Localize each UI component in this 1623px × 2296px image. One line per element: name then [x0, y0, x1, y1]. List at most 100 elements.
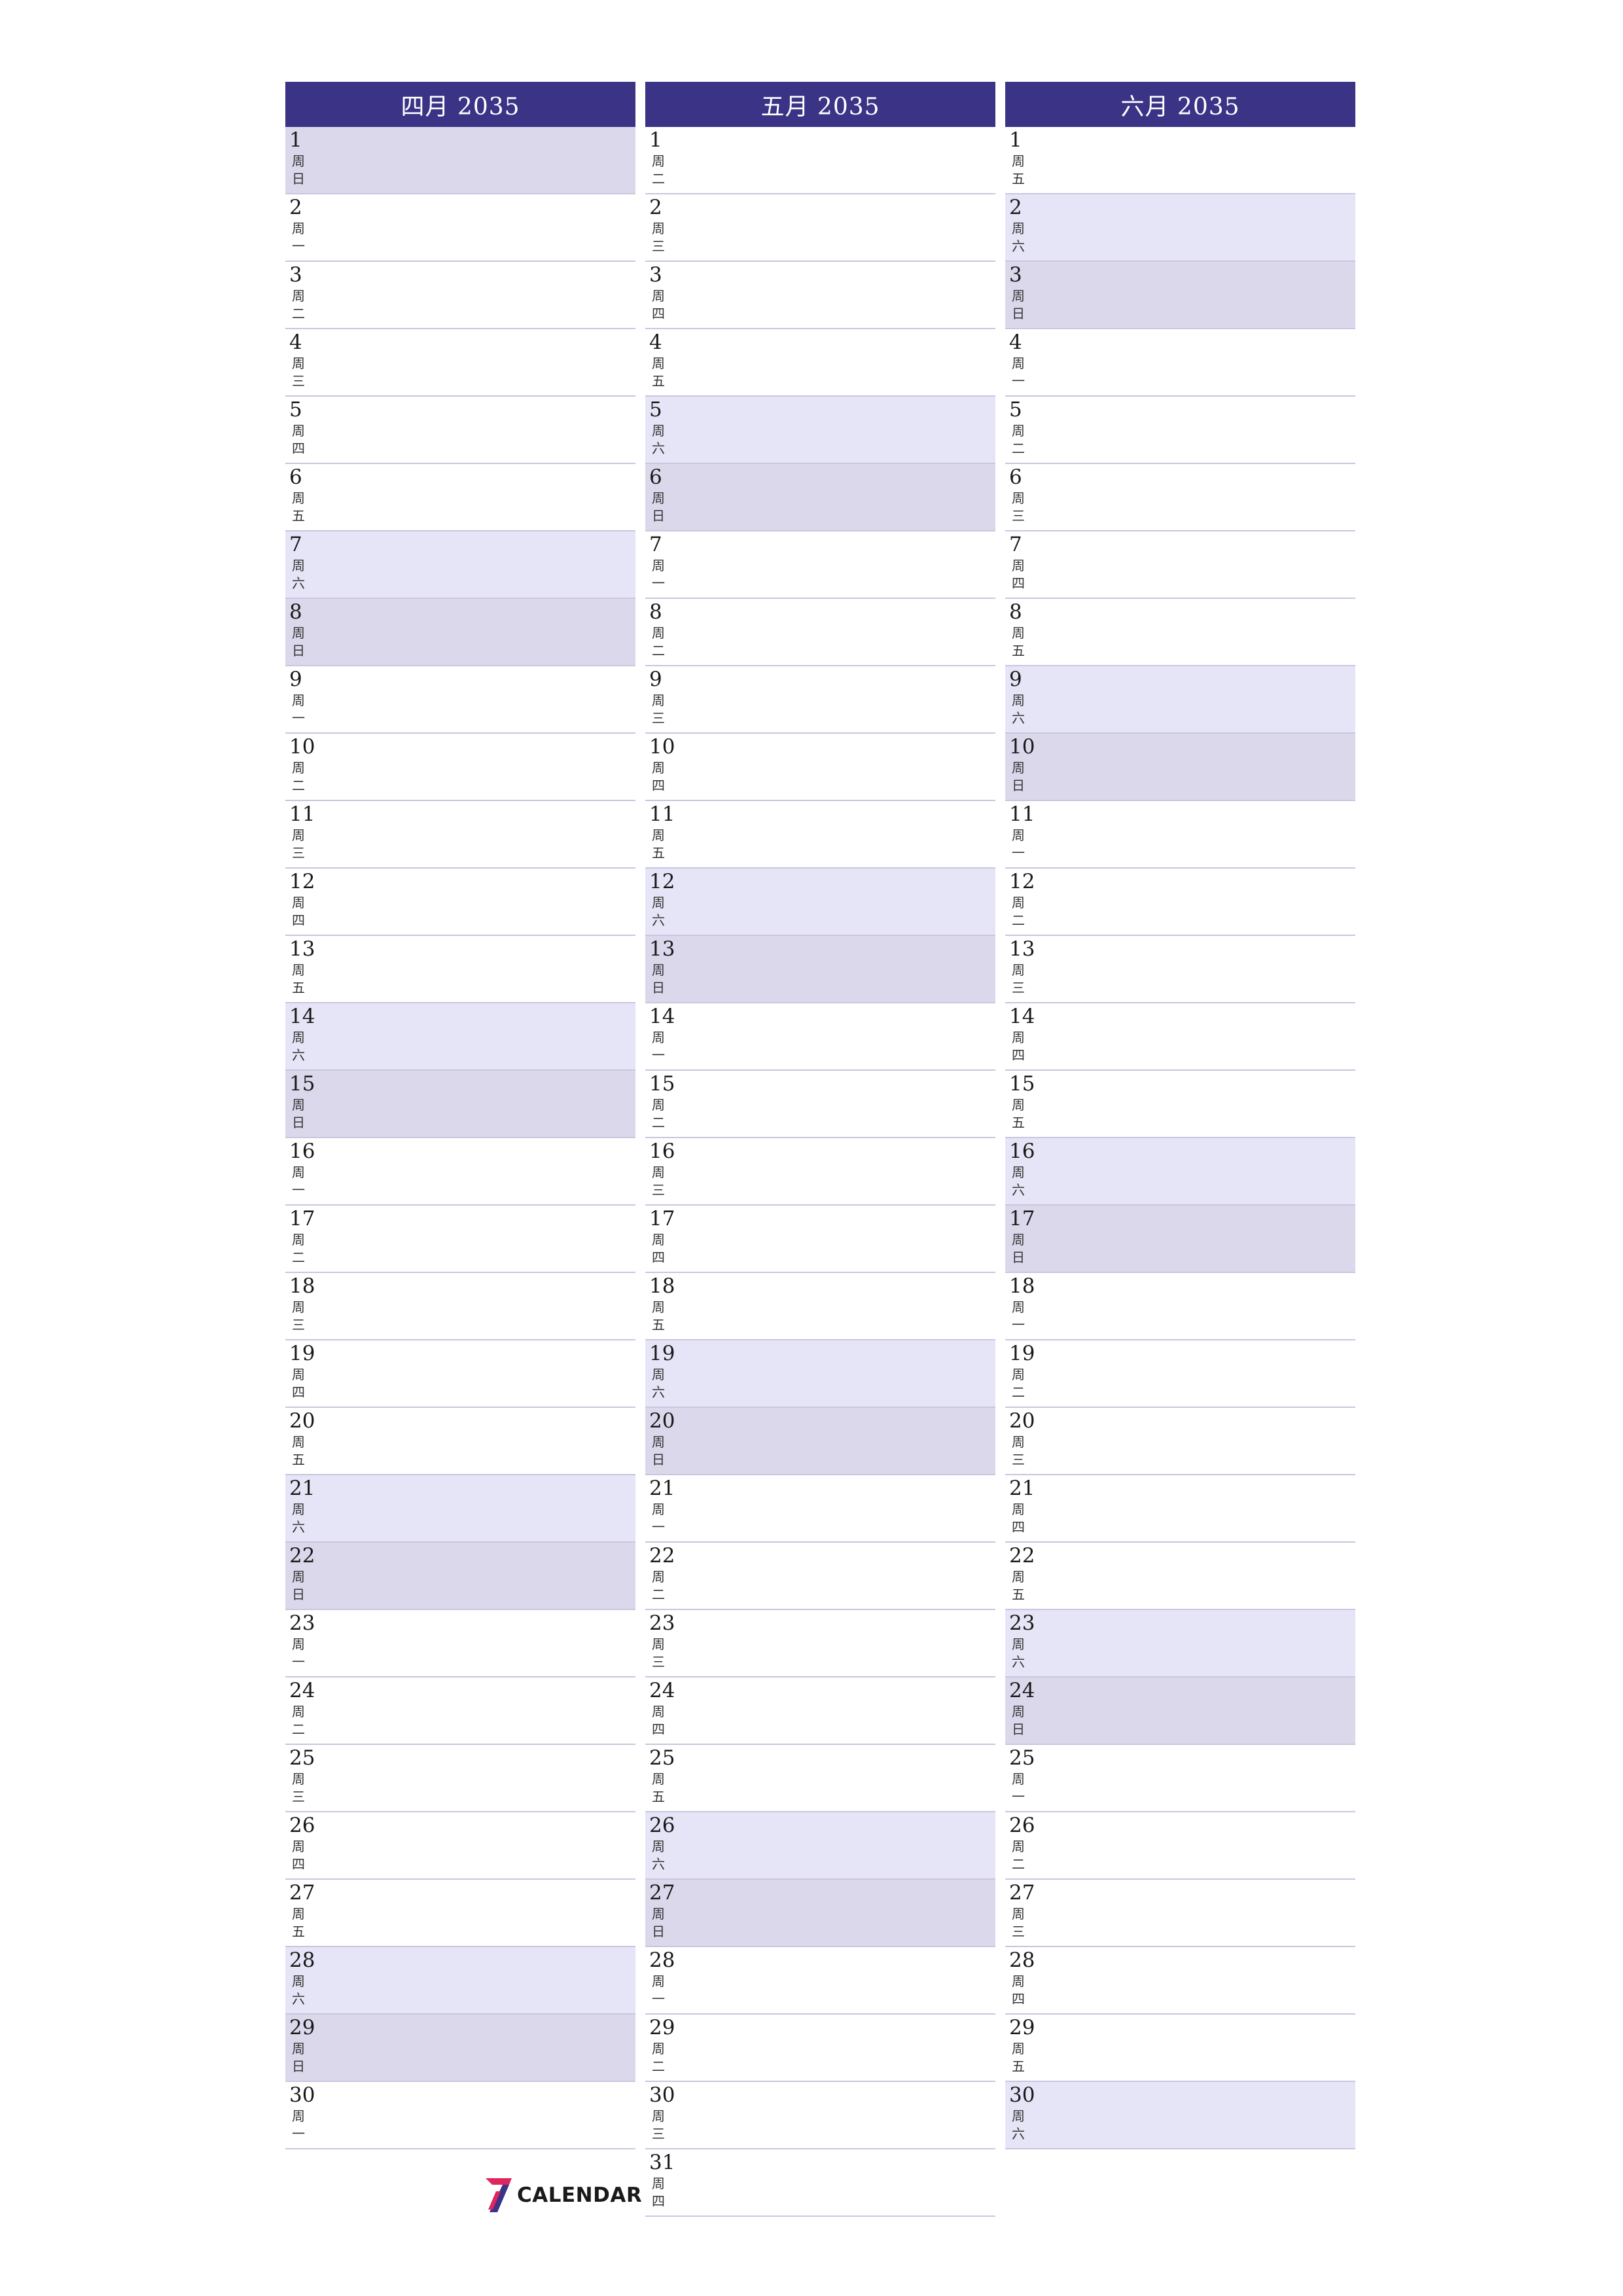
weekday-char: 日	[1012, 1721, 1025, 1737]
weekday-label: 周二	[1012, 1366, 1026, 1401]
month-header: 六月 2035	[1005, 82, 1355, 127]
weekday-char: 二	[652, 171, 665, 187]
weekday-char: 四	[292, 440, 305, 456]
day-number: 29	[289, 2016, 315, 2039]
weekday-prefix: 周	[1012, 827, 1025, 843]
day-row: 15 周五	[1005, 1071, 1355, 1138]
weekday-prefix: 周	[652, 1501, 665, 1517]
weekday-label: 周二	[652, 152, 666, 188]
day-number: 19	[1009, 1342, 1035, 1365]
weekday-char: 五	[1012, 2058, 1025, 2074]
day-number: 29	[1009, 2016, 1035, 2039]
day-row: 23 周三	[645, 1610, 995, 1677]
weekday-prefix: 周	[1012, 1704, 1025, 1719]
weekday-prefix: 周	[1012, 1906, 1025, 1922]
weekday-label: 周二	[292, 1703, 306, 1738]
brand-logo: CALENDAR	[483, 2176, 642, 2215]
day-row: 15 周二	[645, 1071, 995, 1138]
weekday-char: 日	[652, 508, 665, 524]
day-number: 30	[289, 2083, 315, 2107]
day-number: 24	[649, 1679, 675, 1702]
weekday-label: 周日	[292, 624, 306, 660]
weekday-char: 四	[1012, 575, 1025, 591]
day-number: 21	[649, 1477, 675, 1500]
weekday-char: 一	[1012, 373, 1025, 389]
weekday-label: 周一	[1012, 1770, 1026, 1806]
weekday-char: 二	[652, 643, 665, 658]
weekday-label: 周六	[1012, 692, 1026, 727]
weekday-label: 周二	[652, 1568, 666, 1604]
weekday-char: 三	[292, 845, 305, 861]
day-row: 28 周一	[645, 1947, 995, 2015]
weekday-label: 周一	[1012, 827, 1026, 862]
weekday-char: 六	[292, 1991, 305, 2007]
day-number: 15	[649, 1072, 675, 1096]
weekday-prefix: 周	[292, 1097, 305, 1113]
weekday-label: 周一	[652, 1973, 666, 2008]
day-number: 17	[289, 1207, 315, 1230]
weekday-char: 五	[652, 1317, 665, 1333]
weekday-label: 周一	[1012, 1299, 1026, 1334]
weekday-char: 四	[292, 912, 305, 928]
weekday-label: 周五	[652, 1770, 666, 1806]
weekday-label: 周日	[1012, 1231, 1026, 1266]
day-row: 11 周三	[285, 801, 635, 869]
weekday-prefix: 周	[292, 1973, 305, 1989]
weekday-char: 日	[1012, 306, 1025, 321]
day-row: 26 周六	[645, 1812, 995, 1880]
day-row: 28 周四	[1005, 1947, 1355, 2015]
day-number: 11	[289, 802, 315, 826]
weekday-prefix: 周	[292, 558, 305, 573]
day-row: 19 周六	[645, 1340, 995, 1408]
weekday-prefix: 周	[292, 1434, 305, 1450]
day-number: 3	[649, 263, 662, 287]
weekday-prefix: 周	[1012, 558, 1025, 573]
weekday-char: 五	[1012, 171, 1025, 187]
weekday-prefix: 周	[1012, 1030, 1025, 1045]
weekday-label: 周六	[652, 422, 666, 457]
weekday-prefix: 周	[292, 1299, 305, 1315]
weekday-label: 周五	[652, 1299, 666, 1334]
day-row: 19 周二	[1005, 1340, 1355, 1408]
day-number: 13	[289, 937, 315, 961]
weekday-label: 周二	[292, 1231, 306, 1266]
weekday-char: 四	[1012, 1519, 1025, 1535]
weekday-label: 周六	[652, 1838, 666, 1873]
weekday-label: 周四	[652, 1231, 666, 1266]
weekday-label: 周一	[292, 2108, 306, 2143]
weekday-char: 一	[292, 238, 305, 254]
weekday-char: 三	[292, 373, 305, 389]
day-number: 11	[649, 802, 675, 826]
day-number: 28	[649, 1948, 675, 1972]
weekday-prefix: 周	[1012, 692, 1025, 708]
day-number: 22	[1009, 1544, 1035, 1568]
day-number: 23	[289, 1611, 315, 1635]
weekday-prefix: 周	[1012, 1367, 1025, 1382]
weekday-prefix: 周	[1012, 355, 1025, 371]
weekday-label: 周日	[652, 1905, 666, 1941]
weekday-char: 六	[1012, 238, 1025, 254]
day-number: 13	[649, 937, 675, 961]
weekday-label: 周六	[1012, 220, 1026, 255]
day-row: 14 周六	[285, 1003, 635, 1071]
weekday-char: 日	[292, 2058, 305, 2074]
weekday-char: 三	[652, 2126, 665, 2142]
weekday-char: 一	[1012, 1317, 1025, 1333]
day-number: 13	[1009, 937, 1035, 961]
weekday-prefix: 周	[1012, 1097, 1025, 1113]
weekday-prefix: 周	[1012, 221, 1025, 236]
weekday-prefix: 周	[292, 2041, 305, 2056]
day-row: 13 周五	[285, 936, 635, 1003]
day-row: 30 周一	[285, 2082, 635, 2149]
weekday-prefix: 周	[652, 423, 665, 439]
day-number: 3	[1009, 263, 1022, 287]
day-number: 28	[289, 1948, 315, 1972]
weekday-char: 一	[292, 2126, 305, 2142]
weekday-prefix: 周	[652, 153, 665, 169]
day-number: 12	[1009, 870, 1035, 893]
